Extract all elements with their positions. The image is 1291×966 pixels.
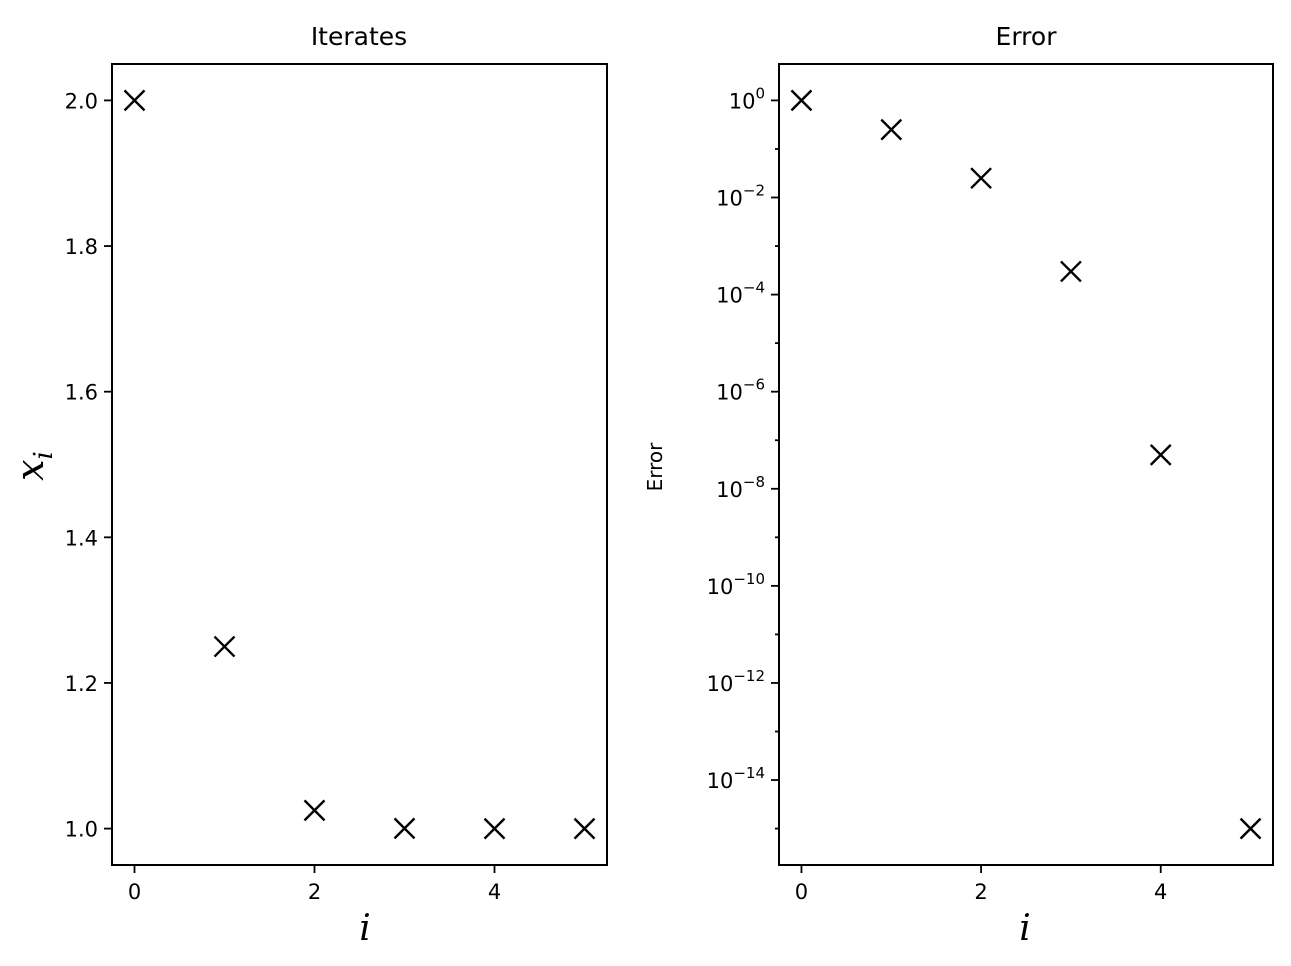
iterates-y-label-subscript: i [29,451,59,459]
iterates-x-tick-label: 2 [308,880,321,904]
iterates-axes-frame [111,63,608,866]
error-y-tick-label: 10−12 [707,667,765,696]
iterates-title: Iterates [311,22,407,51]
iterates-y-axis: 1.0 1.2 1.4 1.6 1.8 2.0 [65,89,112,842]
error-x-tick-label: 4 [1154,880,1167,904]
iterates-y-tick-label: 1.8 [65,235,98,259]
error-x-tick-label: 0 [795,880,808,904]
error-point [1060,260,1082,283]
error-point [970,167,992,190]
error-y-tick-label: 10−14 [707,764,765,793]
iterates-x-tick-label: 0 [128,880,141,904]
iterates-y-tick-label: 1.0 [65,818,98,842]
error-y-tick-label: 10−4 [716,279,765,308]
error-title: Error [996,22,1058,51]
error-y-label: Error [643,442,667,492]
error-marks [790,89,1262,840]
svg-text:xi: xi [8,451,59,481]
iterates-y-tick-label: 1.6 [65,381,98,405]
iterates-point [213,635,236,658]
error-axes-frame [778,63,1274,866]
error-point [1239,817,1262,840]
error-y-tick-label: 100 [729,84,765,113]
error-point [790,89,813,112]
iterates-y-tick-label: 1.4 [65,526,98,550]
error-y-tick-label: 10−8 [716,473,765,502]
error-y-axis: 100 10−2 10−4 10−6 10−8 10−10 10−12 10−14 [707,84,779,830]
iterates-marks [123,89,596,840]
iterates-point [123,89,146,112]
iterates-y-tick-label: 1.2 [65,672,98,696]
error-y-tick-label: 10−6 [716,376,765,405]
iterates-point [573,817,596,840]
iterates-y-label: xi [8,451,59,481]
iterates-x-axis: 0 2 4 [128,865,501,904]
iterates-x-label: i [359,908,371,949]
iterates-point [303,799,326,822]
error-point [1149,443,1172,466]
iterates-point [393,817,416,840]
iterates-y-label-base: x [8,459,52,480]
iterates-y-tick-label: 2.0 [65,89,98,113]
error-x-label: i [1019,908,1031,949]
error-point [880,118,903,141]
iterates-x-tick-label: 4 [488,880,501,904]
error-x-tick-label: 2 [974,880,987,904]
iterates-point [483,817,506,840]
error-y-tick-label: 10−2 [716,182,765,211]
error-y-tick-label: 10−10 [707,570,765,599]
error-x-axis: 0 2 4 [795,865,1167,904]
